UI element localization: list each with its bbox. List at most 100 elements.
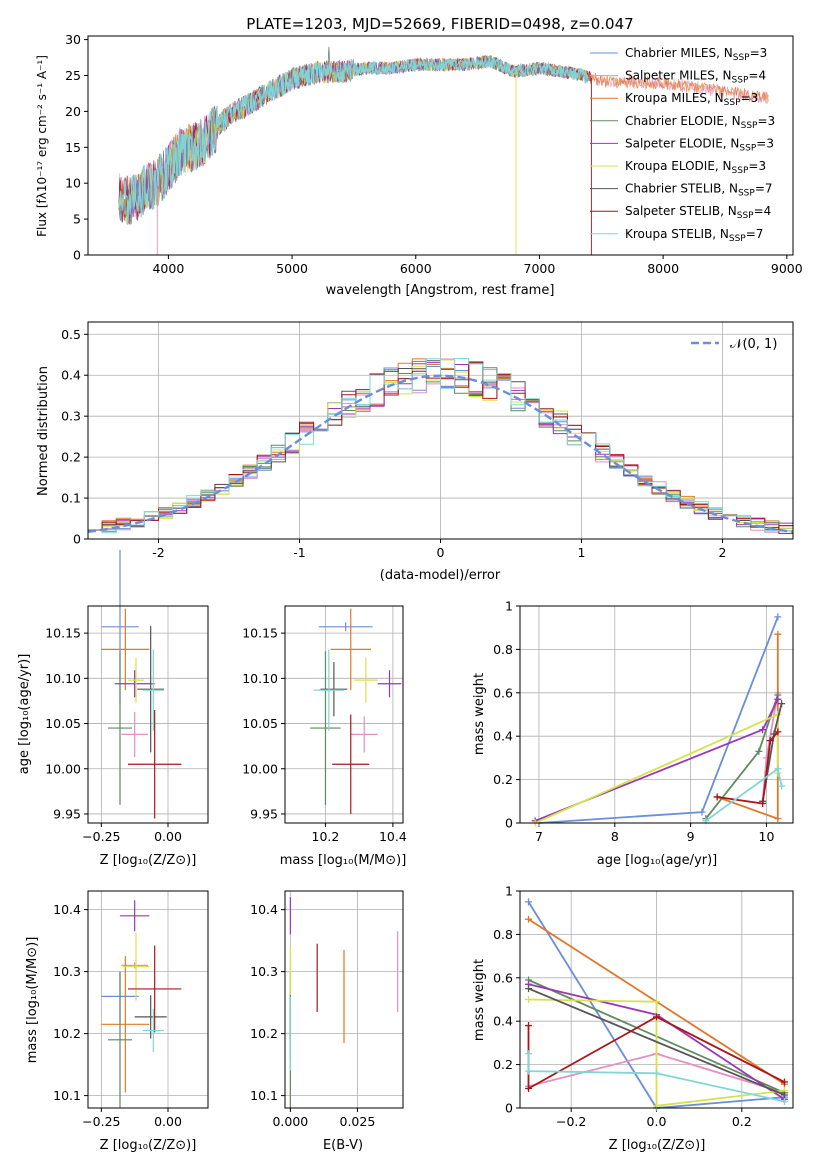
x-tick-label: 0.00 bbox=[154, 1114, 182, 1129]
mass-weight-marker bbox=[525, 1022, 533, 1030]
y-tick-label: 15 bbox=[65, 140, 81, 155]
panel-age-vs-Z: Z [log₁₀(Z/Z⊙)] age [log₁₀(age/yr)] −0.2… bbox=[17, 549, 209, 868]
y-tick-label: 25 bbox=[65, 68, 81, 83]
mass-weight-marker bbox=[759, 799, 767, 807]
x-tick-label: 5000 bbox=[276, 261, 308, 276]
figure-title: PLATE=1203, MJD=52669, FIBERID=0498, z=0… bbox=[246, 15, 633, 33]
mass-weight-marker bbox=[774, 728, 782, 736]
y-tick-label: 10.00 bbox=[45, 761, 81, 776]
legend-entry: Chabrier ELODIE, NSSP=3 bbox=[625, 114, 775, 131]
y-tick-label: 0 bbox=[505, 816, 513, 831]
mass-weight-line bbox=[534, 698, 779, 822]
mass-weight-marker bbox=[774, 630, 782, 638]
y-tick-label: 0.6 bbox=[493, 685, 513, 700]
y-tick-label: 10.05 bbox=[242, 716, 278, 731]
y-tick-label: 0.4 bbox=[493, 1014, 513, 1029]
x-tick-label: 6000 bbox=[400, 261, 432, 276]
y-tick-label: 10.05 bbox=[45, 716, 81, 731]
x-tick-label: 8 bbox=[611, 829, 619, 844]
x-tick-label: 10.4 bbox=[379, 829, 407, 844]
mass-weight-marker bbox=[780, 1091, 788, 1099]
mass-weight-marker bbox=[766, 737, 774, 745]
panel-mass-weight-vs-Z: Z [log₁₀(Z/Z⊙)] mass weight −0.2 0.0 0.2 0 0… bbox=[472, 884, 794, 1153]
x-tick-label: -2 bbox=[152, 545, 164, 560]
age-mass-xlabel: mass [log₁₀(M/M⊙)] bbox=[280, 853, 407, 868]
legend-entry: Chabrier MILES, NSSP=3 bbox=[625, 46, 767, 63]
y-tick-label: 5 bbox=[73, 212, 81, 227]
x-tick-label: 10.2 bbox=[312, 829, 340, 844]
x-tick-label: 8000 bbox=[647, 261, 679, 276]
y-tick-label: 10.3 bbox=[250, 964, 278, 979]
mass-ebv-xlabel: E(B-V) bbox=[323, 1138, 363, 1153]
panel-mass-weight-vs-age: age [log₁₀(age/yr)] mass weight 7 8 9 10 0 0.… bbox=[472, 599, 794, 868]
mass-weight-line bbox=[528, 998, 785, 1107]
residual-histogram bbox=[88, 358, 793, 534]
axes-frame bbox=[519, 890, 794, 1109]
y-tick-label: 10.10 bbox=[242, 671, 278, 686]
y-tick-label: 0.8 bbox=[493, 927, 513, 942]
legend-entry: Kroupa MILES, NSSP=3 bbox=[625, 91, 758, 108]
x-tick-label: 0 bbox=[437, 545, 445, 560]
mass-weight-line bbox=[527, 1053, 785, 1103]
legend-entry: 𝒩(0, 1) bbox=[730, 337, 777, 352]
mass-weight-marker bbox=[780, 1097, 788, 1105]
x-tick-label: 0.00 bbox=[154, 829, 182, 844]
x-tick-label: −0.25 bbox=[82, 1114, 120, 1129]
y-tick-label: 10.15 bbox=[45, 626, 81, 641]
y-tick-label: 20 bbox=[65, 104, 81, 119]
mw-age-xlabel: age [log₁₀(age/yr)] bbox=[597, 853, 718, 868]
y-tick-label: 10.4 bbox=[53, 902, 81, 917]
mass-weight-marker bbox=[774, 765, 782, 773]
y-tick-label: 10.3 bbox=[53, 964, 81, 979]
y-tick-label: 0.4 bbox=[61, 368, 81, 383]
y-tick-label: 0.6 bbox=[493, 970, 513, 985]
legend-entry: Salpeter STELIB, NSSP=4 bbox=[625, 204, 771, 221]
y-tick-label: 10.2 bbox=[250, 1026, 278, 1041]
mass-weight-line bbox=[534, 713, 779, 824]
mass-weight-marker bbox=[525, 898, 533, 906]
axes-frame bbox=[519, 605, 794, 824]
x-tick-label: 0.2 bbox=[732, 1114, 752, 1129]
mass-Z-xlabel: Z [log₁₀(Z/Z⊙)] bbox=[100, 1138, 197, 1153]
y-tick-label: 0.5 bbox=[61, 327, 81, 342]
x-tick-label: 10 bbox=[759, 829, 775, 844]
mw-Z-ylabel: mass weight bbox=[472, 959, 487, 1041]
mass-weight-marker bbox=[525, 1050, 533, 1058]
legend-entry: Kroupa STELIB, NSSP=7 bbox=[625, 227, 763, 244]
mass-weight-marker bbox=[525, 915, 533, 923]
spectrum-line bbox=[118, 55, 590, 226]
y-tick-label: 0 bbox=[73, 532, 81, 547]
y-tick-label: 0.2 bbox=[493, 772, 513, 787]
mass-weight-marker bbox=[525, 1067, 533, 1075]
mass-weight-marker bbox=[653, 1069, 660, 1077]
axes-frame bbox=[87, 890, 209, 1109]
y-tick-label: 0 bbox=[505, 1101, 513, 1116]
panel-mass-vs-Z: Z [log₁₀(Z/Z⊙)] mass [log₁₀(M/M⊙)] −0.25… bbox=[25, 890, 209, 1153]
axes-frame bbox=[284, 890, 404, 1109]
panel-age-vs-mass: mass [log₁₀(M/M⊙)] 10.2 10.4 9.95 10.00 10.0… bbox=[242, 605, 407, 868]
mass-weight-marker bbox=[755, 747, 763, 755]
legend-entry: Salpeter MILES, NSSP=4 bbox=[625, 69, 766, 86]
residuals-ylabel: Normed distribution bbox=[36, 366, 51, 496]
mass-weight-marker bbox=[780, 1078, 788, 1086]
y-tick-label: 0.2 bbox=[493, 1057, 513, 1072]
mass-weight-marker bbox=[774, 613, 782, 621]
x-tick-label: 4000 bbox=[152, 261, 184, 276]
y-tick-label: 0.1 bbox=[61, 491, 81, 506]
y-tick-label: 0 bbox=[73, 248, 81, 263]
y-tick-label: 10.1 bbox=[250, 1088, 278, 1103]
y-tick-label: 0.3 bbox=[61, 409, 81, 424]
y-tick-label: 0.8 bbox=[493, 642, 513, 657]
panel-mass-vs-ebv: E(B-V) 0.000 0.025 10.1 10.2 10.3 10.4 bbox=[250, 890, 404, 1153]
spectrum-ylabel: Flux [fλ10⁻¹⁷ erg cm⁻² s⁻¹ A⁻¹] bbox=[35, 55, 49, 237]
x-tick-label: 2 bbox=[719, 545, 727, 560]
spectrum-xlabel: wavelength [Angstrom, rest frame] bbox=[326, 283, 555, 298]
y-tick-label: 0.2 bbox=[61, 450, 81, 465]
mass-weight-marker bbox=[653, 1013, 660, 1021]
axes-frame bbox=[284, 605, 404, 824]
age-Z-ylabel: age [log₁₀(age/yr)] bbox=[17, 654, 32, 775]
x-tick-label: 0.025 bbox=[340, 1114, 376, 1129]
x-tick-label: 7000 bbox=[524, 261, 556, 276]
panel-spectrum: wavelength [Angstrom, rest frame] Flux [… bbox=[35, 32, 803, 298]
